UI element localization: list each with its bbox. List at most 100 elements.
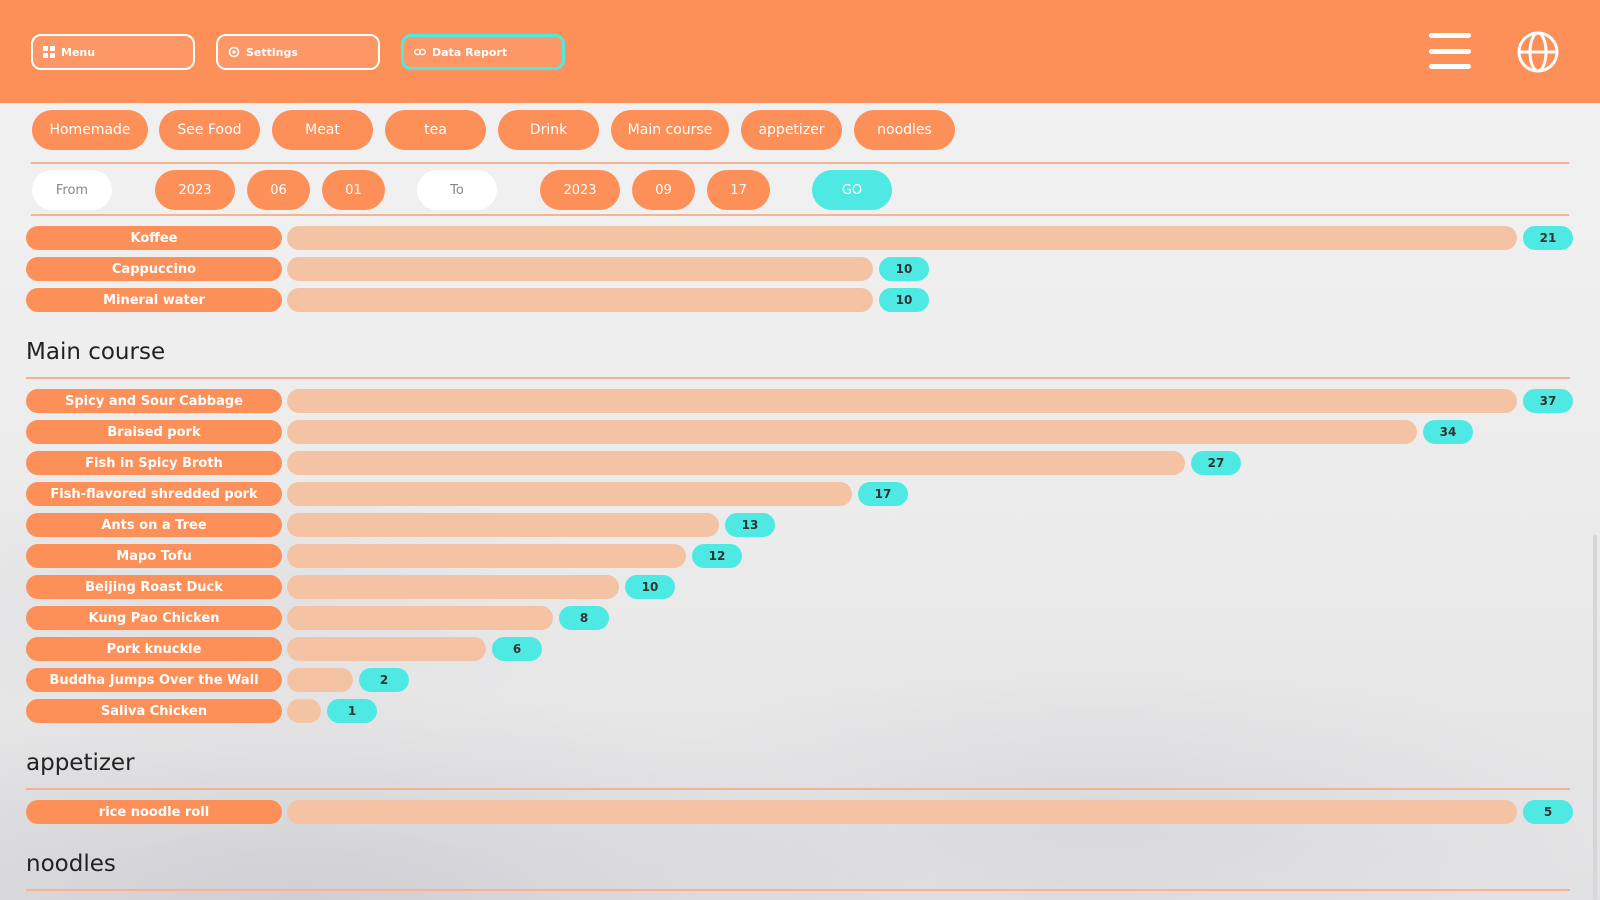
bar-track: 13: [287, 513, 1517, 537]
menu-button[interactable]: Menu: [31, 34, 195, 70]
menu-button-label: Menu: [61, 45, 96, 59]
bar-track: 21: [287, 226, 1573, 250]
to-year-select[interactable]: 2023: [540, 170, 620, 210]
count-bar: [287, 420, 1417, 444]
dish-name-label: Spicy and Sour Cabbage: [26, 389, 282, 413]
dish-name-label: Braised pork: [26, 420, 282, 444]
bar-track: 17: [287, 482, 1517, 506]
count-bar: [287, 575, 619, 599]
count-bar: [287, 699, 321, 723]
bar-track: 27: [287, 451, 1517, 475]
count-badge: 6: [492, 637, 542, 661]
category-drink[interactable]: Drink: [498, 110, 599, 150]
bar-track: 1: [287, 699, 1517, 723]
count-bar: [287, 288, 873, 312]
count-badge: 12: [692, 544, 742, 568]
section-divider: [26, 377, 1570, 379]
dish-name-label: Koffee: [26, 226, 282, 250]
to-month-select[interactable]: 09: [632, 170, 695, 210]
dish-name-label: Ants on a Tree: [26, 513, 282, 537]
count-badge: 5: [1523, 800, 1573, 824]
data-report-button-label: Data Report: [432, 45, 508, 59]
count-bar: [287, 513, 719, 537]
count-badge: 17: [858, 482, 908, 506]
dish-name-label: Mineral water: [26, 288, 282, 312]
gear-icon: [228, 46, 240, 58]
report-row: Ants on a Tree 13: [0, 513, 1600, 537]
to-label: To: [417, 170, 497, 210]
bar-track: 10: [287, 575, 1517, 599]
bar-track: 6: [287, 637, 1517, 661]
count-badge: 8: [559, 606, 609, 630]
scrollbar[interactable]: [1592, 225, 1598, 900]
settings-button[interactable]: Settings: [216, 34, 380, 70]
filter-divider-bottom: [31, 214, 1569, 216]
grid-icon: [43, 46, 55, 58]
bar-track: 37: [287, 389, 1573, 413]
bar-track: 2: [287, 668, 1517, 692]
count-bar: [287, 544, 686, 568]
section-divider: [26, 889, 1570, 891]
dish-name-label: Buddha Jumps Over the Wall: [26, 668, 282, 692]
report-row: Fish-flavored shredded pork 17: [0, 482, 1600, 506]
from-year-select[interactable]: 2023: [155, 170, 235, 210]
category-appetizer[interactable]: appetizer: [741, 110, 842, 150]
report-row: Spicy and Sour Cabbage 37: [0, 389, 1600, 413]
hamburger-icon[interactable]: [1429, 33, 1471, 69]
report-row: Braised pork 34: [0, 420, 1600, 444]
bar-track: 8: [287, 606, 1517, 630]
count-bar: [287, 482, 852, 506]
category-see-food[interactable]: See Food: [159, 110, 260, 150]
count-badge: 10: [625, 575, 675, 599]
top-header: Menu Settings Data Report: [0, 0, 1600, 103]
dish-name-label: rice noodle roll: [26, 800, 282, 824]
category-homemade[interactable]: Homemade: [32, 110, 148, 150]
section-divider: [26, 788, 1570, 790]
count-bar: [287, 606, 553, 630]
count-badge: 34: [1423, 420, 1473, 444]
count-badge: 13: [725, 513, 775, 537]
bar-track: 34: [287, 420, 1517, 444]
category-tea[interactable]: tea: [385, 110, 486, 150]
bar-track: 5: [287, 800, 1573, 824]
dish-name-label: Saliva Chicken: [26, 699, 282, 723]
count-badge: 1: [327, 699, 377, 723]
count-badge: 2: [359, 668, 409, 692]
section-title: noodles: [26, 851, 116, 877]
count-bar: [287, 257, 873, 281]
bar-track: 10: [287, 257, 1517, 281]
report-row: Pork knuckle 6: [0, 637, 1600, 661]
section-title: appetizer: [26, 750, 135, 776]
report-row: Beijing Roast Duck 10: [0, 575, 1600, 599]
count-bar: [287, 668, 353, 692]
data-report-button[interactable]: Data Report: [401, 34, 565, 70]
settings-button-label: Settings: [246, 45, 298, 59]
go-button[interactable]: GO: [812, 170, 892, 210]
dish-name-label: Cappuccino: [26, 257, 282, 281]
count-bar: [287, 451, 1185, 475]
to-day-select[interactable]: 17: [707, 170, 770, 210]
dish-name-label: Kung Pao Chicken: [26, 606, 282, 630]
count-badge: 10: [879, 257, 929, 281]
from-month-select[interactable]: 06: [247, 170, 310, 210]
count-bar: [287, 800, 1517, 824]
count-bar: [287, 637, 486, 661]
count-bar: [287, 226, 1517, 250]
count-badge: 10: [879, 288, 929, 312]
bar-track: 10: [287, 288, 1517, 312]
report-row: rice noodle roll 5: [0, 800, 1600, 824]
bar-track: 12: [287, 544, 1517, 568]
category-noodles[interactable]: noodles: [854, 110, 955, 150]
from-day-select[interactable]: 01: [322, 170, 385, 210]
category-meat[interactable]: Meat: [272, 110, 373, 150]
filter-divider-top: [31, 162, 1569, 164]
report-row: Koffee 21: [0, 226, 1600, 250]
globe-icon[interactable]: [1516, 30, 1560, 74]
category-main-course[interactable]: Main course: [611, 110, 729, 150]
filter-panel: Homemade See Food Meat tea Drink Main co…: [0, 103, 1600, 225]
report-row: Mapo Tofu 12: [0, 544, 1600, 568]
report-row: Buddha Jumps Over the Wall 2: [0, 668, 1600, 692]
report-row: Saliva Chicken 1: [0, 699, 1600, 723]
count-badge: 27: [1191, 451, 1241, 475]
scrollbar-thumb[interactable]: [1593, 535, 1597, 900]
